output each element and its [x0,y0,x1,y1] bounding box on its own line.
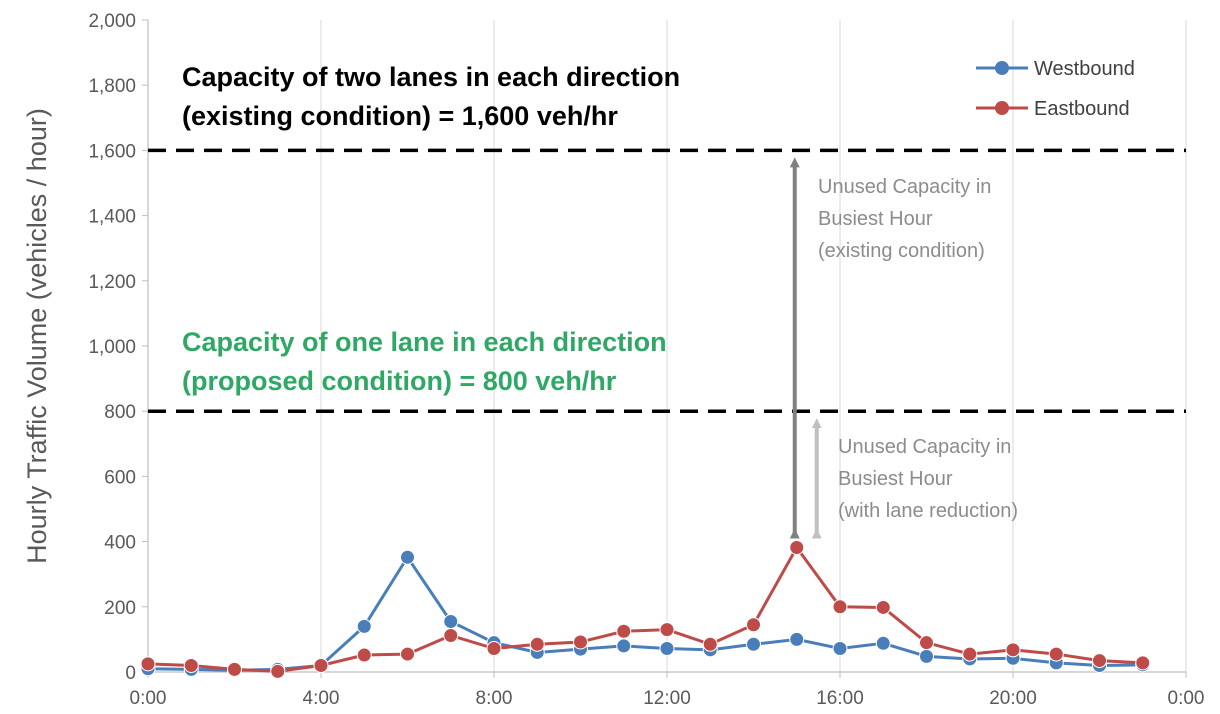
point-eastbound [875,599,891,615]
axis-labels: Hourly Traffic Volume (vehicles / hour) [22,108,52,564]
x-tick-label: 8:00 [476,688,513,709]
y-tick-label: 1,800 [88,76,136,97]
point-eastbound [702,636,718,652]
y-tick-label: 0 [125,663,136,684]
series [140,539,1151,679]
x-tick-label: 16:00 [816,688,864,709]
legend-label-eastbound: Eastbound [1034,98,1130,120]
y-tick-label: 1,400 [88,207,136,228]
y-axis-title: Hourly Traffic Volume (vehicles / hour) [22,108,52,564]
unused-capacity-reduction-text: (with lane reduction) [838,500,1018,522]
point-eastbound [1005,642,1021,658]
point-eastbound [659,622,675,638]
series-line-westbound [147,554,1143,672]
legend[interactable]: Westbound Eastbound [976,58,1135,120]
point-eastbound [140,656,156,672]
point-westbound [400,549,415,565]
x-tick-label: 20:00 [989,688,1037,709]
unused-capacity-existing-text: (existing condition) [818,240,985,262]
point-eastbound [313,657,329,673]
y-tick-label: 1,600 [88,141,136,162]
legend-marker-westbound [995,61,1009,75]
x-tick-label: 0:00 [1168,688,1205,709]
point-eastbound [356,647,372,663]
point-eastbound [270,663,286,679]
point-westbound [746,636,761,652]
y-tick-label: 2,000 [88,11,136,32]
unused-capacity-existing-text: Unused Capacity in [818,176,991,198]
point-eastbound [832,599,848,615]
point-eastbound [529,636,545,652]
point-eastbound [789,539,805,555]
point-eastbound [919,635,934,651]
legend-label-westbound: Westbound [1034,58,1135,80]
x-tick-label: 12:00 [643,688,691,709]
point-westbound [875,635,891,651]
point-westbound [443,613,459,629]
legend-marker-eastbound [995,101,1009,115]
y-tick-label: 600 [104,467,136,488]
point-eastbound [227,661,242,677]
point-westbound [616,638,632,654]
x-tick-label: 4:00 [303,688,340,709]
annotations: Unused Capacity in Busiest Hour (existing … [789,157,1018,539]
x-tick-label: 0:00 [130,688,167,709]
point-eastbound [1092,653,1107,669]
point-eastbound [1135,655,1151,671]
point-eastbound [746,617,761,633]
reference-lines: Capacity of two lanes in each direction (… [148,62,1186,413]
point-eastbound [443,627,459,643]
two-lane-capacity-label-line2: (existing condition) = 1,600 veh/hr [182,101,618,131]
one-lane-capacity-label-line2: (proposed condition) = 800 veh/hr [182,366,617,396]
grid-lines [147,20,1187,672]
point-westbound [919,648,934,664]
unused-capacity-reduction-text: Unused Capacity in [838,436,1011,458]
point-eastbound [573,634,588,650]
series-line-eastbound [147,544,1143,673]
one-lane-capacity-label-line1: Capacity of one lane in each direction [182,327,667,357]
unused-capacity-reduction-text: Busiest Hour [838,468,953,490]
two-lane-capacity-label-line1: Capacity of two lanes in each direction [182,62,680,92]
point-eastbound [400,646,415,662]
point-eastbound [486,641,502,657]
y-tick-label: 1,200 [88,272,136,293]
point-westbound [356,618,372,634]
point-eastbound [1048,646,1064,662]
unused-capacity-existing-text: Busiest Hour [818,208,933,230]
point-westbound [789,631,805,647]
axes: 0:00 4:00 8:00 12:00 16:00 20:00 0:00 0 200 400 60… [88,11,1204,709]
y-tick-label: 400 [104,533,136,554]
y-tick-label: 800 [104,402,136,423]
point-westbound [832,641,848,657]
y-tick-label: 1,000 [88,337,136,358]
point-eastbound [616,623,632,639]
point-eastbound [962,646,978,662]
point-eastbound [183,657,199,673]
point-westbound [659,641,675,657]
y-tick-label: 200 [104,598,136,619]
